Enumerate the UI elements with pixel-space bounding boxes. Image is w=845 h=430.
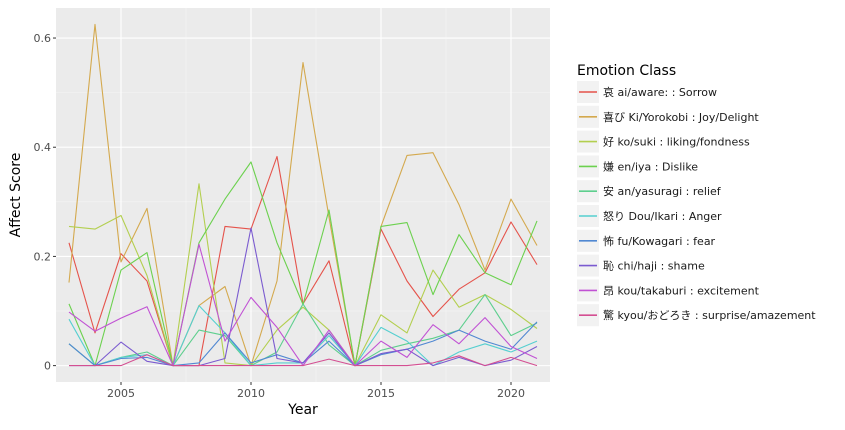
- y-tick-label: 0.6: [34, 32, 52, 45]
- axes: 0 0.2 0.4 0.6 2005 2010 2015 2020: [34, 32, 526, 400]
- series-line-10: [69, 354, 538, 367]
- x-tick-label: 2015: [367, 387, 395, 400]
- x-tick-label: 2005: [107, 387, 135, 400]
- legend-label: 怖 fu/Kowagari : fear: [603, 234, 716, 248]
- plot-panel: [56, 8, 550, 382]
- y-tick-label: 0: [44, 360, 51, 373]
- legend: Emotion Class 哀 ai/aware: : Sorrow 喜び Ki/…: [577, 63, 816, 327]
- y-axis-title: Affect Score: [8, 153, 24, 238]
- series-line-3: [68, 183, 538, 367]
- x-tick-label: 2010: [237, 387, 265, 400]
- y-tick-label: 0.2: [34, 250, 52, 263]
- y-tick-label: 0.4: [34, 141, 52, 154]
- series-line-8: [69, 227, 538, 367]
- series-lines: [68, 23, 538, 367]
- legend-label: 昂 kou/takaburi : excitement: [603, 284, 760, 297]
- x-axis-title: Year: [287, 402, 318, 418]
- legend-label: 驚 kyou/おどろき : surprise/amazement: [603, 308, 816, 322]
- legend-label: 恥 chi/haji : shame: [603, 260, 705, 273]
- legend-label: 喜び Ki/Yorokobi : Joy/Delight: [603, 111, 759, 124]
- legend-label: 好 ko/suki : liking/fondness: [603, 135, 750, 149]
- legend-title: Emotion Class: [577, 63, 676, 79]
- legend-label: 哀 ai/aware: : Sorrow: [603, 85, 717, 99]
- legend-label: 安 an/yasuragi : relief: [603, 184, 722, 198]
- legend-label: 嫌 en/iya : Dislike: [603, 159, 698, 173]
- series-line-2: [68, 23, 538, 367]
- x-tick-label: 2020: [497, 387, 525, 400]
- legend-label: 怒り Dou/Ikari : Anger: [603, 209, 722, 223]
